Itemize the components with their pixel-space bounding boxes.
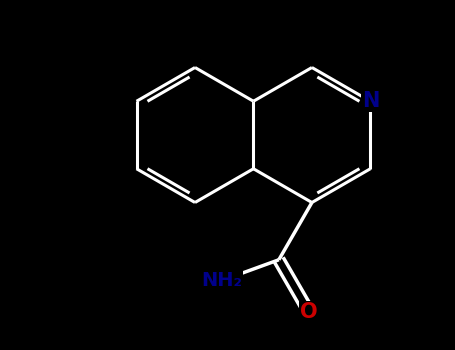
Text: O: O: [300, 302, 318, 322]
Text: NH₂: NH₂: [201, 271, 242, 290]
Text: N: N: [362, 91, 379, 111]
